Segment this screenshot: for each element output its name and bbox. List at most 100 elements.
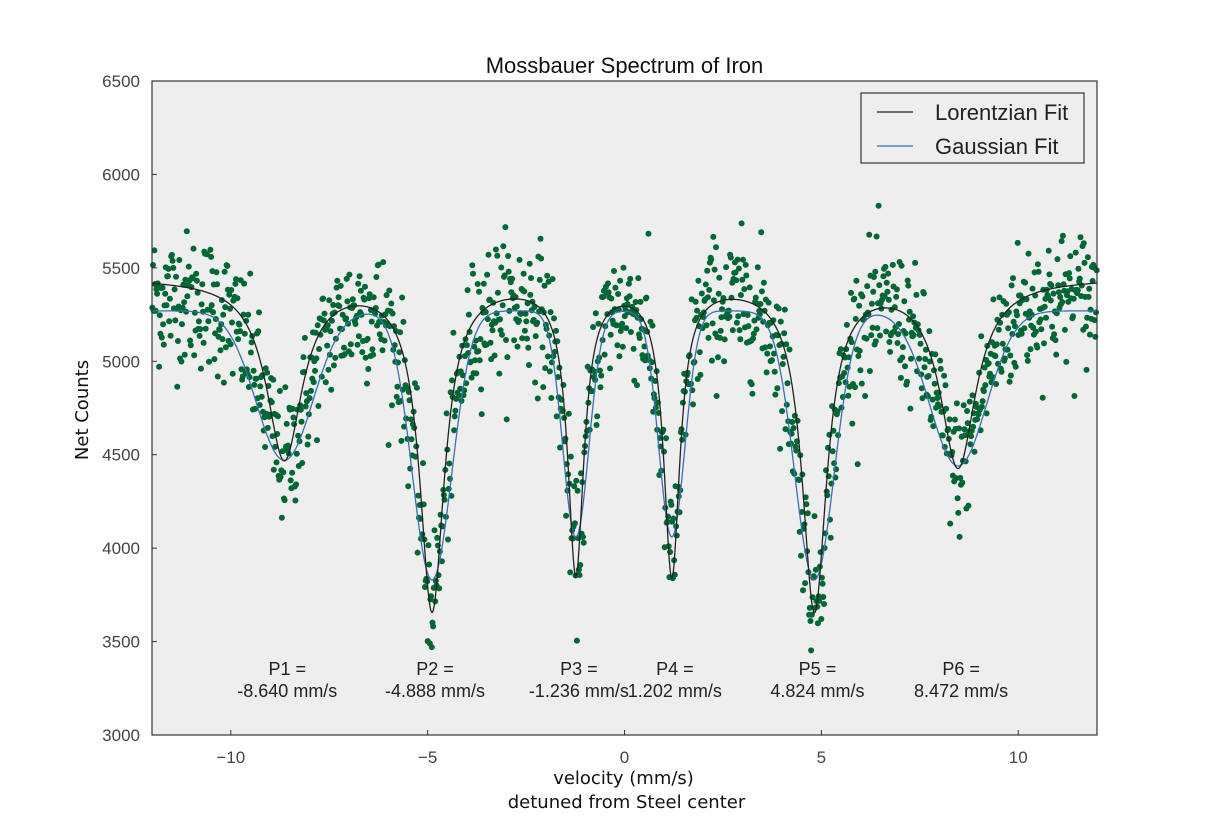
data-point	[383, 292, 390, 299]
x-tick-label: 5	[817, 748, 826, 767]
data-point	[942, 382, 949, 389]
data-point	[690, 401, 696, 408]
data-point	[272, 443, 279, 450]
data-point	[885, 296, 892, 303]
data-point	[838, 404, 845, 411]
data-point	[477, 336, 484, 342]
data-point	[428, 644, 435, 651]
data-point	[517, 310, 524, 317]
data-point	[1055, 289, 1062, 296]
data-point	[1085, 293, 1092, 300]
data-point	[882, 263, 889, 270]
data-point	[881, 293, 888, 300]
data-point	[241, 330, 248, 337]
data-point	[883, 279, 890, 286]
data-point	[713, 244, 719, 251]
legend-box	[860, 92, 1085, 164]
data-point	[451, 413, 458, 420]
data-point	[936, 403, 943, 410]
data-point	[619, 343, 626, 350]
data-point	[274, 413, 281, 420]
data-point	[857, 367, 864, 374]
data-point	[524, 335, 530, 342]
data-point	[1006, 378, 1013, 385]
data-point	[1071, 393, 1078, 399]
data-point	[576, 572, 583, 578]
data-point	[1081, 259, 1088, 266]
data-point	[726, 313, 733, 320]
data-point	[365, 366, 372, 372]
data-point	[341, 344, 347, 351]
data-point	[1072, 249, 1079, 256]
data-point	[463, 342, 470, 349]
data-point	[473, 370, 480, 377]
data-point	[330, 302, 337, 308]
data-point	[786, 346, 793, 353]
data-point	[708, 256, 715, 263]
data-point	[611, 268, 617, 274]
data-point	[874, 325, 881, 332]
data-point	[399, 294, 406, 301]
data-point	[716, 274, 723, 281]
data-point	[154, 290, 161, 297]
data-point	[321, 310, 328, 317]
y-tick-label: 4000	[102, 539, 140, 558]
data-point	[841, 370, 848, 376]
data-point	[499, 302, 506, 309]
data-point	[165, 265, 172, 272]
data-point	[389, 402, 395, 409]
data-point	[916, 355, 923, 362]
data-point	[478, 411, 485, 418]
data-point	[269, 433, 276, 440]
data-point	[710, 297, 717, 304]
data-point	[293, 450, 300, 457]
data-point	[633, 307, 640, 313]
data-point	[347, 341, 354, 348]
data-point	[179, 321, 185, 328]
data-point	[760, 279, 767, 286]
data-point	[1059, 299, 1066, 305]
data-point	[856, 347, 863, 354]
data-point	[207, 246, 214, 253]
data-point	[521, 327, 528, 334]
data-point	[331, 309, 338, 316]
data-point	[866, 368, 873, 374]
data-point	[894, 340, 901, 346]
peak-label-1: P1 =	[269, 659, 307, 679]
y-tick-label: 5000	[102, 352, 140, 371]
data-point	[370, 351, 377, 358]
data-point	[775, 305, 782, 312]
data-point	[193, 270, 200, 277]
data-point	[494, 289, 501, 296]
data-point	[348, 351, 355, 358]
data-point	[974, 416, 981, 423]
data-point	[636, 335, 643, 341]
data-point	[485, 251, 492, 258]
data-point	[293, 481, 300, 488]
data-point	[162, 290, 169, 297]
data-point	[489, 327, 496, 334]
data-point	[957, 474, 964, 481]
data-point	[743, 272, 750, 279]
y-axis-label: Net Counts	[72, 360, 93, 460]
data-point	[980, 388, 987, 395]
data-point	[312, 329, 319, 336]
data-point	[1018, 330, 1025, 337]
data-point	[1076, 275, 1083, 282]
data-point	[455, 392, 462, 399]
data-point	[312, 367, 318, 374]
data-point	[368, 318, 375, 325]
data-point	[164, 273, 171, 280]
data-point	[235, 336, 242, 343]
data-point	[715, 290, 722, 297]
data-point	[191, 352, 198, 359]
data-point	[965, 502, 972, 509]
data-point	[289, 405, 296, 412]
data-point	[1083, 366, 1090, 373]
data-point	[774, 385, 781, 392]
data-point	[595, 320, 602, 327]
data-point	[226, 291, 233, 298]
x-axis-label: velocity (mm/s)	[553, 768, 694, 789]
data-point	[369, 346, 376, 353]
data-point	[771, 368, 778, 375]
